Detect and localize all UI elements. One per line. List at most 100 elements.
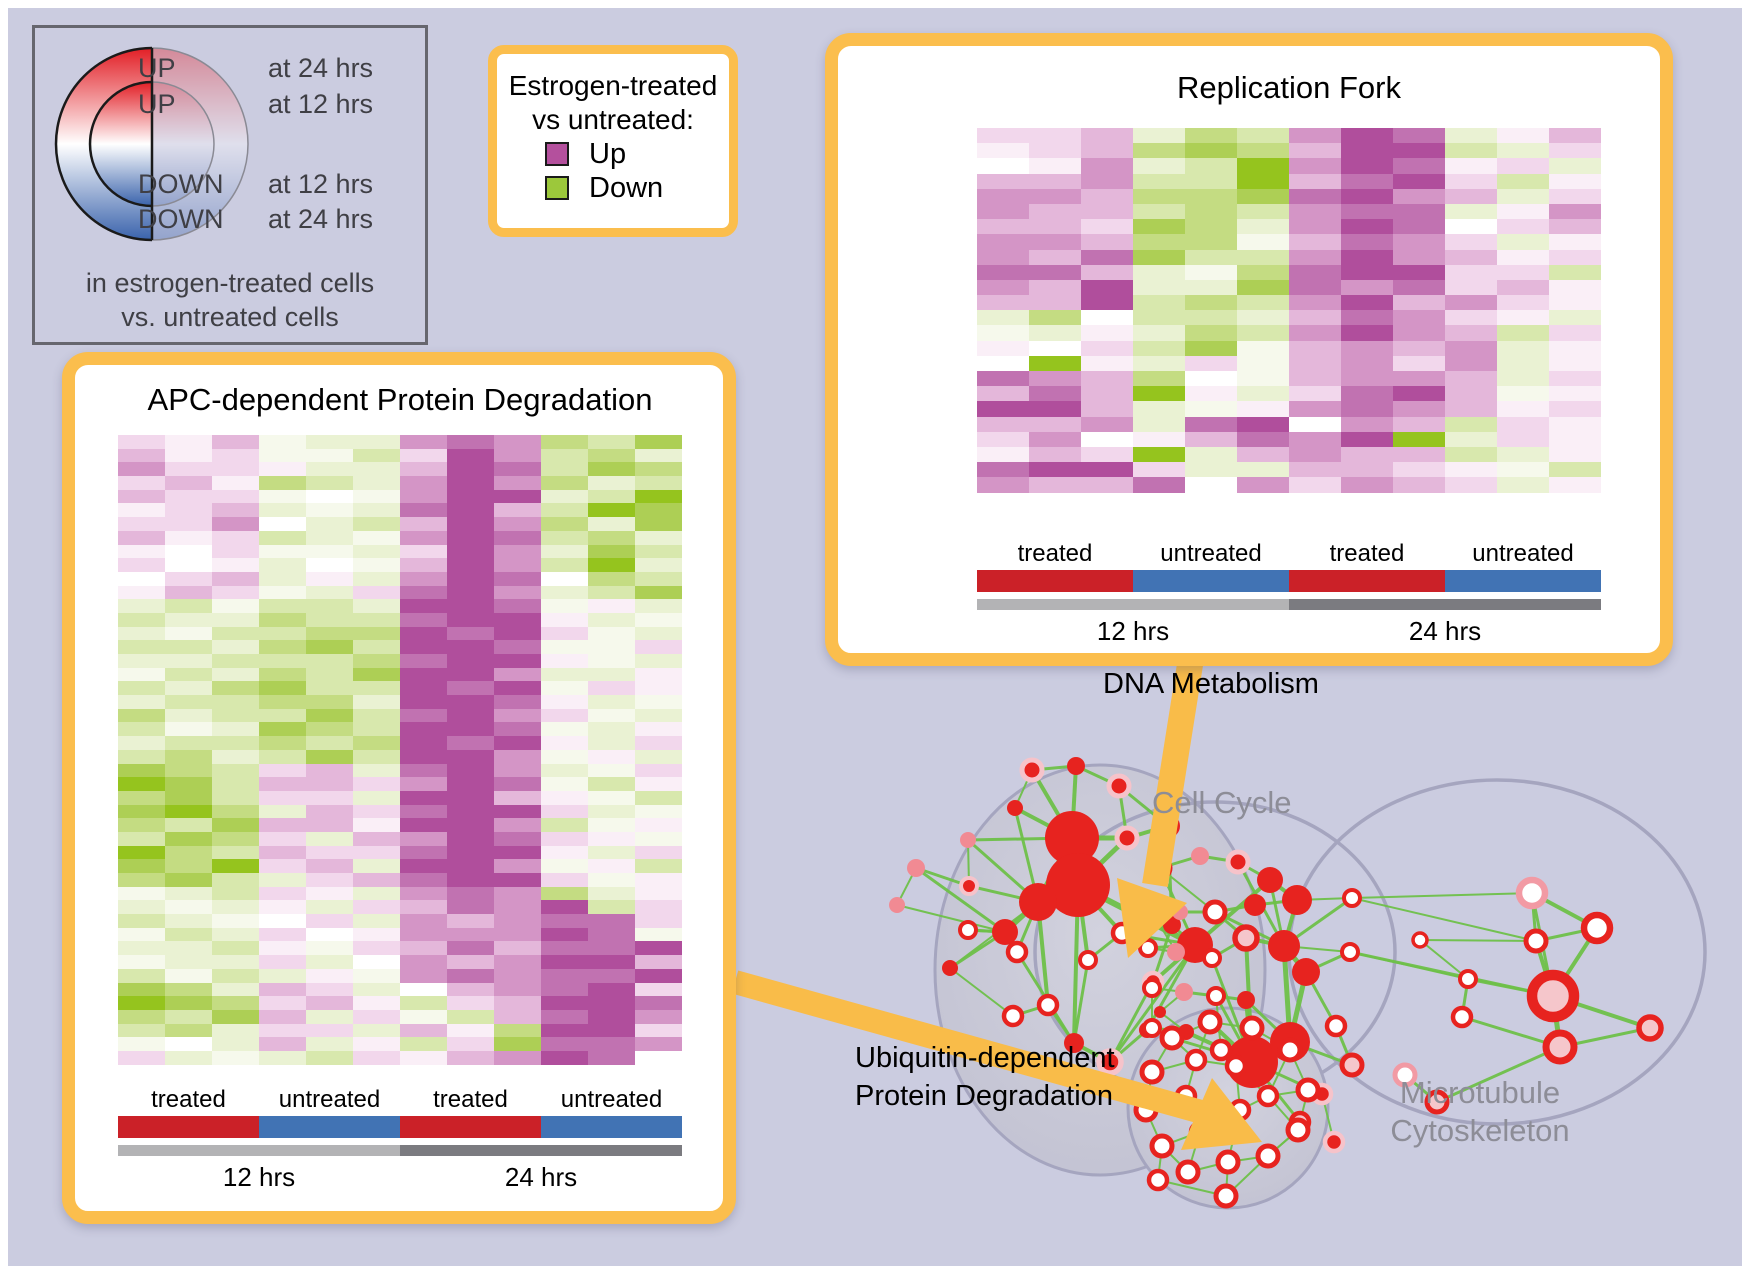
network-node <box>1232 924 1260 952</box>
heatmap-cell <box>165 982 212 997</box>
heatmap-cell <box>259 530 306 545</box>
heatmap-cell <box>1497 295 1549 311</box>
heatmap-cell <box>165 476 212 490</box>
heatmap-cell <box>400 462 447 477</box>
heatmap-row <box>977 188 1601 204</box>
heatmap-cell <box>494 695 541 709</box>
heatmap-cell <box>588 982 635 997</box>
heatmap-row <box>977 295 1601 311</box>
heatmap-cell <box>541 818 588 832</box>
heatmap-cell <box>1133 295 1185 311</box>
heatmap-cell <box>1029 279 1081 296</box>
heatmap-cell <box>541 1037 588 1051</box>
heatmap-cell <box>1393 371 1445 387</box>
network-node <box>1244 894 1266 916</box>
heatmap-cell <box>1549 188 1601 204</box>
heatmap-cell <box>977 371 1029 387</box>
heatmap-cell <box>635 667 682 682</box>
heatmap-row <box>977 416 1601 432</box>
heatmap-cell <box>1497 158 1549 174</box>
heatmap-row <box>118 503 682 518</box>
heatmap-cell <box>494 914 541 928</box>
cluster-label-ubiquitin-line2: Protein Degradation <box>855 1080 1113 1112</box>
heatmap-cell <box>1185 279 1237 296</box>
network-node <box>960 832 976 848</box>
heatmap-row <box>977 158 1601 174</box>
key-caption-line1: in estrogen-treated cells <box>85 268 375 298</box>
heatmap-cell <box>400 612 447 627</box>
heatmap-cell <box>1237 371 1289 387</box>
group-label-untreated-12: untreated <box>278 1086 381 1113</box>
heatmap-cell <box>1393 462 1445 478</box>
heatmap-cell <box>212 517 259 531</box>
heatmap-cell <box>353 968 400 983</box>
heatmap-cell <box>353 927 400 942</box>
heatmap-cell <box>1393 310 1445 326</box>
heatmap-cell <box>541 654 588 668</box>
heatmap-cell <box>1341 325 1393 341</box>
heatmap-cell <box>306 448 353 463</box>
heatmap-cell <box>165 640 212 654</box>
heatmap-cell <box>118 790 165 805</box>
heatmap-cell <box>259 435 306 449</box>
heatmap-cell <box>1445 462 1497 478</box>
heatmap-cell <box>1445 401 1497 417</box>
heatmap-cell <box>400 968 447 983</box>
heatmap-cell <box>977 431 1029 447</box>
heatmap-cell <box>541 873 588 887</box>
heatmap-cell <box>541 790 588 805</box>
heatmap-cell <box>1549 249 1601 265</box>
heatmap-cell <box>541 777 588 791</box>
heatmap-cell <box>400 435 447 449</box>
heatmap-cell <box>447 777 494 791</box>
heatmap-cell <box>1497 128 1549 144</box>
network-edge <box>1349 951 1469 980</box>
heatmap-cell <box>1445 340 1497 356</box>
heatmap-cell <box>447 914 494 928</box>
arrowhead-apc <box>1181 1078 1262 1150</box>
heatmap-cell <box>259 955 306 969</box>
heatmap-cell <box>212 927 259 942</box>
heatmap-cell <box>1549 325 1601 341</box>
heatmap-cell <box>1393 279 1445 296</box>
heatmap-cell <box>494 900 541 915</box>
heatmap-cell <box>1497 325 1549 341</box>
heatmap-cell <box>1393 386 1445 402</box>
heatmap-cell <box>541 544 588 559</box>
heatmap-cell <box>1341 249 1393 265</box>
key-down-at-24: at 24 hrs <box>268 204 374 234</box>
heatmap-cell <box>259 708 306 723</box>
heatmap-cell <box>212 571 259 586</box>
heatmap-row <box>118 708 682 723</box>
heatmap-cell <box>447 1009 494 1024</box>
heatmap-cell <box>165 790 212 805</box>
heatmap-cell <box>1445 477 1497 493</box>
replication-fork-panel: Replication Fork treated untreated treat… <box>825 33 1673 666</box>
heatmap-cell <box>400 982 447 997</box>
heatmap-cell <box>353 708 400 723</box>
heatmap-cell <box>1549 401 1601 417</box>
heatmap-cell <box>588 681 635 696</box>
heatmap-cell <box>635 818 682 832</box>
heatmap-cell <box>1133 386 1185 402</box>
heatmap-cell <box>212 996 259 1010</box>
heatmap-cell <box>1133 203 1185 220</box>
heatmap-cell <box>1029 295 1081 311</box>
heatmap-cell <box>1081 477 1133 493</box>
heatmap-cell <box>1029 340 1081 356</box>
heatmap-cell <box>588 544 635 559</box>
heatmap-cell <box>447 708 494 723</box>
heatmap-cell <box>118 818 165 832</box>
network-node <box>1096 1048 1124 1076</box>
heatmap-cell <box>1029 264 1081 280</box>
heatmap-cell <box>212 681 259 696</box>
heatmap-cell <box>1237 310 1289 326</box>
heatmap-cell <box>1393 264 1445 280</box>
heatmap-cell <box>306 996 353 1010</box>
heatmap-cell <box>977 462 1029 478</box>
heatmap-cell <box>447 681 494 696</box>
heatmap-cell <box>541 804 588 819</box>
heatmap-cell <box>1185 401 1237 417</box>
heatmap-cell <box>447 558 494 572</box>
heatmap-cell <box>1029 416 1081 432</box>
